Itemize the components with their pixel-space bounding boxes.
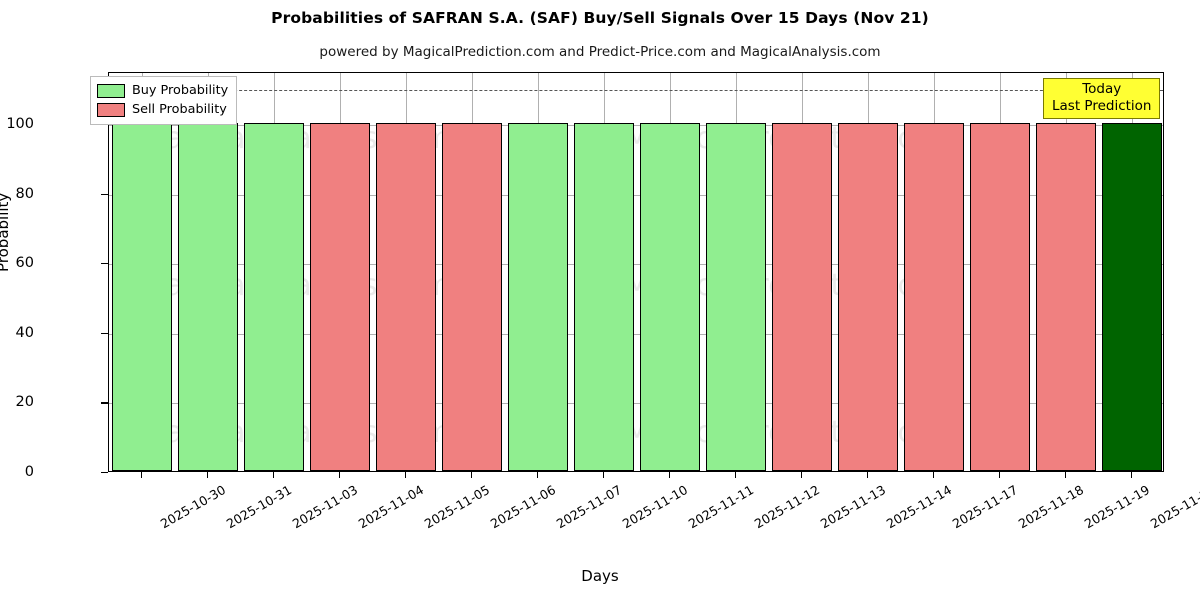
y-tick-label-100: 100 (6, 116, 34, 133)
x-tick-label-2025-11-14: 2025-11-14 (883, 482, 955, 532)
last-prediction-label: Last Prediction (1052, 98, 1152, 114)
x-tick-mark (735, 472, 737, 478)
y-tick-label-0: 0 (24, 464, 34, 480)
x-tick-label-2025-10-30: 2025-10-30 (157, 482, 229, 532)
plot-area: MagicalAnalysis.comMagicalPrediction.com… (108, 72, 1164, 472)
y-tick-label-80: 80 (15, 185, 34, 202)
x-tick-mark (603, 472, 605, 478)
y-tick-mark (101, 402, 108, 404)
today-label: Today (1082, 81, 1122, 97)
bar-2025-11-14 (837, 123, 899, 471)
y-tick-mark (101, 472, 108, 474)
y-tick-label-40: 40 (15, 324, 34, 341)
legend-item-buy[interactable]: Buy Probability (97, 81, 228, 100)
y-tick-mark (101, 332, 108, 335)
bar-2025-11-04 (309, 123, 371, 471)
gridline-horizontal (109, 195, 1163, 196)
x-tick-mark (339, 472, 341, 478)
bar-2025-11-06 (441, 123, 503, 471)
y-tick-label-60: 60 (15, 255, 34, 272)
bar-2025-11-03 (243, 123, 305, 471)
bar-2025-11-05 (375, 123, 437, 471)
x-axis-label: Days (581, 567, 619, 585)
gridline-horizontal (109, 264, 1163, 265)
x-tick-mark (273, 472, 275, 478)
x-tick-mark (1131, 472, 1133, 478)
x-tick-mark (933, 472, 935, 478)
bar-2025-11-20 (1101, 123, 1163, 471)
bar-2025-11-11 (639, 123, 701, 471)
x-tick-label-2025-11-18: 2025-11-18 (1015, 482, 1087, 532)
x-tick-label-2025-11-06: 2025-11-06 (487, 482, 559, 532)
x-tick-mark (471, 472, 473, 478)
bar-2025-11-18 (969, 123, 1031, 471)
legend-label-buy: Buy Probability (132, 83, 229, 98)
gridline-horizontal (109, 334, 1163, 335)
x-tick-label-2025-11-03: 2025-11-03 (289, 482, 361, 532)
bar-series (109, 73, 1163, 471)
x-tick-label-2025-11-11: 2025-11-11 (685, 482, 757, 532)
legend-swatch-buy (97, 83, 125, 98)
bar-2025-10-31 (177, 123, 239, 471)
today-annotation: Today Last Prediction (1043, 78, 1161, 119)
x-tick-mark (999, 472, 1001, 478)
legend-label-sell: Sell Probability (132, 102, 227, 117)
y-tick-mark (101, 263, 108, 265)
x-tick-label-2025-11-12: 2025-11-12 (751, 482, 823, 532)
page-title: Probabilities of SAFRAN S.A. (SAF) Buy/S… (271, 9, 929, 27)
x-tick-mark (867, 472, 869, 478)
x-tick-label-2025-11-17: 2025-11-17 (949, 482, 1021, 532)
gridline-horizontal (109, 125, 1163, 126)
x-tick-label-2025-11-07: 2025-11-07 (553, 482, 625, 532)
x-tick-label-2025-11-05: 2025-11-05 (421, 482, 493, 532)
x-tick-label-2025-11-04: 2025-11-04 (355, 482, 427, 532)
bar-2025-11-12 (705, 123, 767, 471)
y-tick-mark (101, 193, 108, 195)
bar-2025-11-19 (1035, 123, 1097, 471)
chart-subtitle: powered by MagicalPrediction.com and Pre… (319, 44, 881, 60)
legend-swatch-sell (97, 102, 125, 117)
x-tick-mark (801, 472, 803, 478)
bar-2025-11-10 (573, 123, 635, 471)
x-tick-mark (207, 472, 209, 478)
x-tick-mark (405, 472, 407, 478)
x-tick-label-2025-11-13: 2025-11-13 (817, 482, 889, 532)
x-tick-label-2025-11-10: 2025-11-10 (619, 482, 691, 532)
bar-2025-11-17 (903, 123, 965, 471)
y-tick-label-20: 20 (15, 394, 34, 411)
x-tick-label-2025-11-20: 2025-11-20 (1147, 482, 1200, 532)
x-tick-mark (669, 472, 671, 478)
bar-2025-11-13 (771, 123, 833, 471)
bar-2025-11-07 (507, 123, 569, 471)
x-tick-label-2025-11-19: 2025-11-19 (1081, 482, 1153, 532)
legend-item-sell[interactable]: Sell Probability (97, 100, 228, 119)
x-tick-label-2025-10-31: 2025-10-31 (223, 482, 295, 532)
bar-2025-10-30 (111, 123, 173, 471)
x-tick-mark (1065, 472, 1067, 478)
x-tick-mark (537, 472, 539, 478)
x-tick-mark (141, 472, 143, 478)
chart-legend: Buy Probability Sell Probability (90, 76, 238, 125)
gridline-horizontal (109, 403, 1163, 404)
threshold-dashed-line (109, 90, 1163, 92)
